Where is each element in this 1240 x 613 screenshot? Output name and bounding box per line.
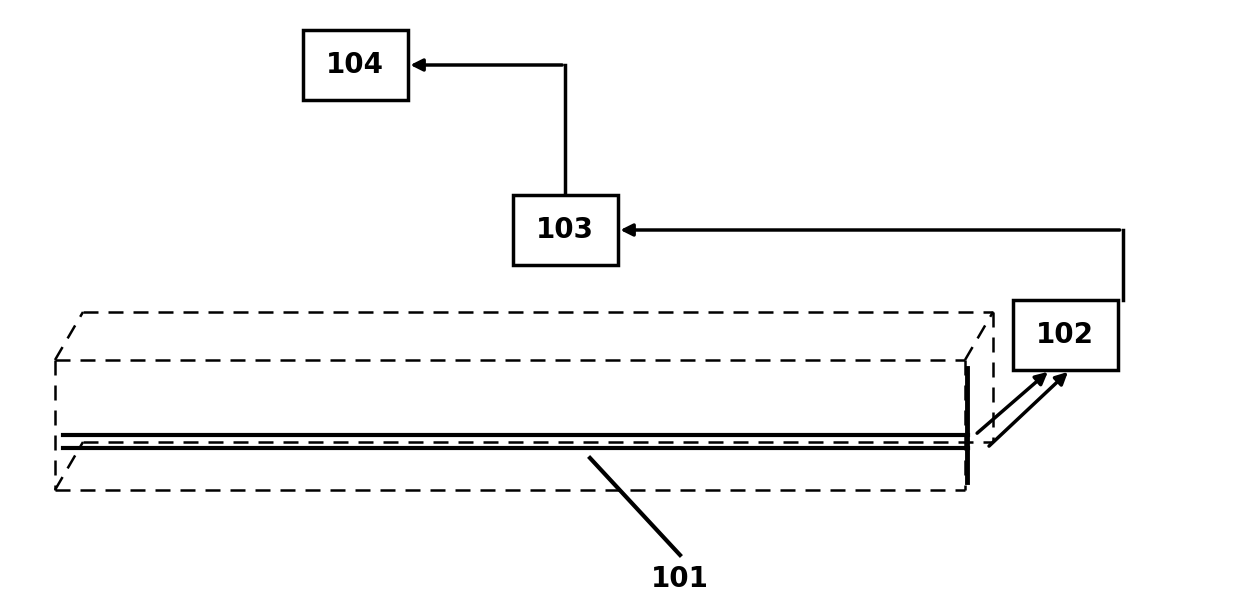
Text: 101: 101 <box>651 565 709 593</box>
Text: 104: 104 <box>326 51 384 79</box>
Bar <box>1013 300 1117 370</box>
Bar <box>303 30 408 100</box>
Text: 103: 103 <box>536 216 594 244</box>
Text: 102: 102 <box>1035 321 1094 349</box>
Bar <box>512 195 618 265</box>
